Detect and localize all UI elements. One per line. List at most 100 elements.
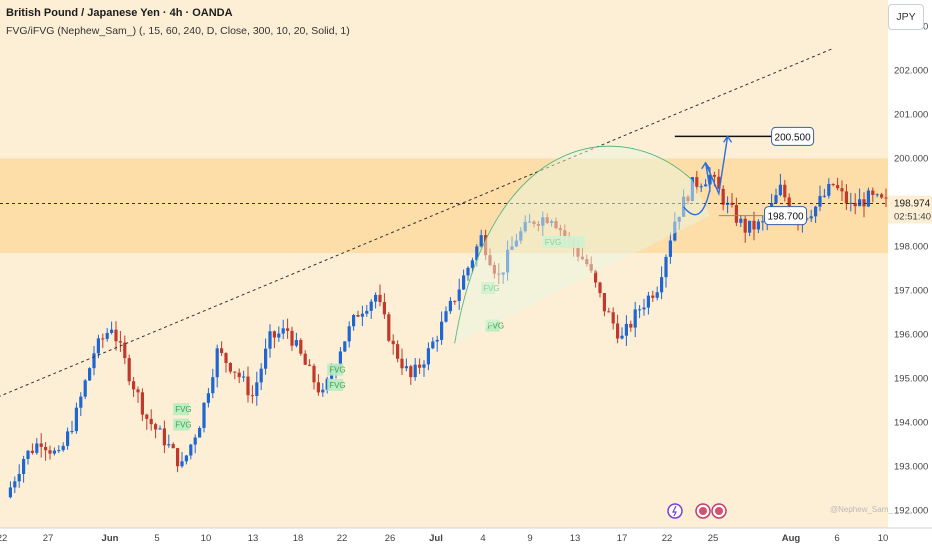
candle[interactable] — [158, 425, 162, 430]
candle[interactable] — [83, 378, 87, 400]
candle[interactable] — [818, 185, 822, 212]
candle[interactable] — [312, 363, 316, 390]
candle[interactable] — [752, 211, 756, 241]
candle[interactable] — [268, 324, 272, 358]
candle[interactable] — [866, 187, 870, 208]
candle[interactable] — [844, 184, 848, 210]
candle[interactable] — [171, 442, 175, 449]
candle[interactable] — [875, 193, 879, 198]
candle[interactable] — [316, 374, 320, 396]
candle[interactable] — [646, 291, 650, 315]
candle[interactable] — [418, 358, 422, 374]
candle[interactable] — [286, 318, 290, 339]
time-axis[interactable] — [0, 528, 932, 550]
indicator-label[interactable]: FVG/iFVG (Nephew_Sam_) (, 15, 60, 240, D… — [6, 25, 350, 37]
candle[interactable] — [457, 278, 461, 310]
candle[interactable] — [453, 300, 457, 305]
candle[interactable] — [70, 420, 74, 435]
candle[interactable] — [624, 315, 628, 346]
candle[interactable] — [224, 352, 228, 373]
currency-badge[interactable]: JPY — [888, 4, 924, 30]
candle[interactable] — [17, 464, 21, 488]
candle[interactable] — [699, 183, 703, 193]
candle[interactable] — [220, 341, 224, 357]
candle[interactable] — [127, 354, 131, 386]
candle[interactable] — [228, 362, 232, 374]
candle[interactable] — [840, 180, 844, 201]
candle[interactable] — [871, 187, 875, 203]
candle[interactable] — [664, 254, 668, 288]
candle[interactable] — [396, 340, 400, 363]
candle[interactable] — [294, 332, 298, 348]
price-axis[interactable] — [888, 0, 932, 528]
candle[interactable] — [246, 366, 250, 403]
candle[interactable] — [822, 188, 826, 198]
candle[interactable] — [598, 281, 602, 298]
candle[interactable] — [123, 335, 127, 365]
candle[interactable] — [74, 402, 78, 434]
candle[interactable] — [184, 454, 188, 465]
candle[interactable] — [198, 426, 202, 438]
candle[interactable] — [167, 434, 171, 448]
candle[interactable] — [105, 328, 109, 342]
candle[interactable] — [880, 192, 884, 199]
candle[interactable] — [352, 313, 356, 331]
candle[interactable] — [431, 337, 435, 350]
candle[interactable] — [52, 447, 56, 456]
candle[interactable] — [8, 481, 12, 499]
candle[interactable] — [853, 193, 857, 215]
candle[interactable] — [308, 359, 312, 367]
candle[interactable] — [387, 312, 391, 343]
candle[interactable] — [409, 364, 413, 385]
candle[interactable] — [321, 383, 325, 397]
candle[interactable] — [211, 368, 215, 399]
candle[interactable] — [827, 178, 831, 199]
candle[interactable] — [101, 333, 105, 349]
candle[interactable] — [378, 284, 382, 307]
candle[interactable] — [862, 192, 866, 218]
candle[interactable] — [61, 442, 65, 452]
candle[interactable] — [48, 445, 52, 460]
candle[interactable] — [250, 385, 254, 404]
candle[interactable] — [96, 334, 100, 359]
candle[interactable] — [140, 388, 144, 422]
candle[interactable] — [809, 209, 813, 222]
candle[interactable] — [360, 305, 364, 327]
candle[interactable] — [118, 331, 122, 353]
candle[interactable] — [365, 304, 369, 317]
candle[interactable] — [281, 319, 285, 340]
candle[interactable] — [242, 370, 246, 382]
candle[interactable] — [30, 443, 34, 455]
candle[interactable] — [668, 232, 672, 264]
candle[interactable] — [374, 292, 378, 309]
candle[interactable] — [404, 358, 408, 372]
candle[interactable] — [651, 290, 655, 302]
candle[interactable] — [57, 445, 61, 454]
candle[interactable] — [114, 321, 118, 351]
candle[interactable] — [739, 214, 743, 228]
candle[interactable] — [638, 305, 642, 319]
candle[interactable] — [44, 442, 48, 461]
candle[interactable] — [426, 342, 430, 371]
ascending-trendline[interactable] — [0, 47, 834, 514]
candle[interactable] — [602, 293, 606, 317]
candle[interactable] — [277, 326, 281, 342]
candle[interactable] — [391, 334, 395, 355]
candle[interactable] — [206, 387, 210, 408]
candle[interactable] — [237, 368, 241, 384]
candle[interactable] — [444, 306, 448, 323]
candle[interactable] — [479, 229, 483, 248]
candle[interactable] — [39, 433, 43, 458]
candle[interactable] — [132, 376, 136, 397]
candle[interactable] — [448, 297, 452, 314]
candle[interactable] — [347, 321, 351, 348]
candle[interactable] — [717, 169, 721, 190]
candle[interactable] — [22, 455, 26, 483]
candle[interactable] — [299, 338, 303, 356]
candle[interactable] — [440, 311, 444, 345]
lightning-icon[interactable] — [667, 503, 683, 519]
candle[interactable] — [466, 266, 470, 281]
candle[interactable] — [435, 335, 439, 352]
candle[interactable] — [704, 179, 708, 187]
candle[interactable] — [259, 363, 263, 391]
